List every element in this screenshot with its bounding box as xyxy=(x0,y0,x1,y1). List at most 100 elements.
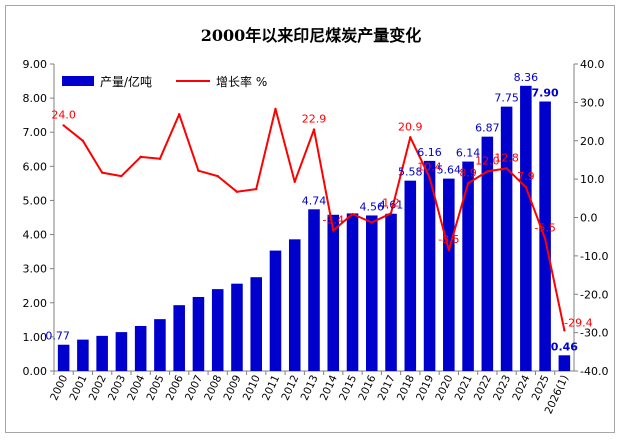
bar xyxy=(134,325,147,371)
growth-point xyxy=(235,190,239,193)
growth-point xyxy=(312,128,316,131)
bar xyxy=(115,332,128,371)
left-axis-tick-label: 3.00 xyxy=(23,263,48,276)
bar-data-label: 6.87 xyxy=(475,122,500,135)
line-data-label: 22.9 xyxy=(302,113,327,126)
right-axis-tick-label: 0.0 xyxy=(580,212,598,225)
bar-data-label: 7.75 xyxy=(494,92,519,105)
line-data-label: -29.4 xyxy=(564,316,592,329)
growth-point xyxy=(158,157,162,160)
growth-point xyxy=(120,174,123,178)
bar xyxy=(500,106,513,371)
growth-point xyxy=(177,113,181,116)
left-axis-tick-label: 1.00 xyxy=(23,331,48,344)
bar xyxy=(250,277,262,371)
bar xyxy=(57,344,70,371)
left-axis-tick-label: 6.00 xyxy=(23,160,48,173)
growth-point xyxy=(274,107,277,111)
line-data-label: 10.4 xyxy=(417,161,442,174)
growth-point xyxy=(139,155,142,159)
line-data-label: -8.5 xyxy=(438,233,459,246)
legend-bar-swatch xyxy=(62,76,94,86)
growth-point xyxy=(505,167,508,170)
bar xyxy=(154,319,166,371)
growth-point xyxy=(332,229,335,232)
growth-point xyxy=(409,136,412,139)
left-axis-tick-label: 9.00 xyxy=(23,58,48,71)
right-axis-tick-label: 20.0 xyxy=(580,135,605,148)
right-axis-tick-label: -10.0 xyxy=(580,250,608,263)
line-data-label: 7.9 xyxy=(517,170,535,183)
line-data-label: -5.5 xyxy=(534,222,555,235)
bar xyxy=(308,209,320,371)
line-data-label: 8.9 xyxy=(459,166,477,179)
legend-line-label: 增长率 % xyxy=(216,74,267,89)
bar-data-label: 7.90 xyxy=(532,87,559,100)
bar xyxy=(404,180,417,371)
bar-data-label: 6.16 xyxy=(417,146,442,159)
growth-point xyxy=(543,237,547,240)
legend-bar-label: 产量/亿吨 xyxy=(100,74,152,89)
bar xyxy=(173,305,185,371)
growth-point xyxy=(370,221,373,224)
bar xyxy=(327,214,340,371)
right-axis-tick-label: 40.0 xyxy=(580,58,605,71)
bar xyxy=(192,296,205,371)
growth-point xyxy=(216,174,219,178)
chart-title: 2000年以来印尼煤炭产量变化 xyxy=(200,26,422,45)
bar-data-label: 8.36 xyxy=(514,71,539,84)
bar-data-label: 0.77 xyxy=(45,330,70,343)
bar xyxy=(231,283,243,371)
left-axis-tick-label: 8.00 xyxy=(23,92,48,105)
bar xyxy=(288,239,301,371)
bar xyxy=(269,250,282,371)
left-axis-tick-label: 0.00 xyxy=(23,365,48,378)
bar-data-label: 5.64 xyxy=(437,164,462,177)
bar xyxy=(462,161,474,371)
right-axis-tick-label: -20.0 xyxy=(580,288,608,301)
bar xyxy=(558,355,571,371)
line-data-label: -3.4 xyxy=(323,214,344,227)
growth-point xyxy=(466,182,470,185)
left-axis-tick-label: 7.00 xyxy=(23,126,48,139)
growth-point xyxy=(447,248,451,252)
bar-data-label: 0.46 xyxy=(551,340,578,353)
growth-point xyxy=(255,187,258,191)
bar xyxy=(96,335,108,371)
bar xyxy=(366,215,378,371)
bar-data-label: 6.14 xyxy=(456,147,481,160)
growth-point xyxy=(563,329,566,332)
growth-point xyxy=(486,170,489,173)
left-axis-tick-label: 5.00 xyxy=(23,194,48,207)
right-axis-tick-label: -40.0 xyxy=(580,365,608,378)
line-data-label: 24.0 xyxy=(51,108,76,121)
bar xyxy=(77,339,89,371)
line-data-label: 12.0 xyxy=(475,154,500,167)
line-data-label: 12.8 xyxy=(494,151,519,164)
right-axis-tick-label: 10.0 xyxy=(580,173,605,186)
bar xyxy=(443,178,455,371)
left-axis-tick-label: 2.00 xyxy=(23,297,48,310)
line-data-label: 20.9 xyxy=(398,120,423,133)
right-axis-tick-label: 30.0 xyxy=(580,96,605,109)
bar xyxy=(423,160,436,371)
growth-point xyxy=(100,171,104,174)
growth-point xyxy=(293,180,296,184)
growth-point xyxy=(197,169,200,172)
line-data-label: 1.2 xyxy=(382,196,400,209)
growth-point xyxy=(62,124,65,127)
left-axis-tick-label: 4.00 xyxy=(23,229,48,242)
growth-point xyxy=(351,212,354,216)
bar xyxy=(385,213,397,371)
right-axis-tick-label: -30.0 xyxy=(580,327,608,340)
bar xyxy=(481,136,494,371)
bar-data-label: 5.58 xyxy=(398,166,423,179)
growth-point xyxy=(524,185,528,189)
bar-data-label: 4.74 xyxy=(302,194,327,207)
bar xyxy=(211,289,224,371)
bar-data-label: 4.56 xyxy=(360,200,385,213)
bar-data-label: 4.61 xyxy=(379,199,404,212)
growth-point xyxy=(389,212,393,215)
bar xyxy=(346,213,359,371)
